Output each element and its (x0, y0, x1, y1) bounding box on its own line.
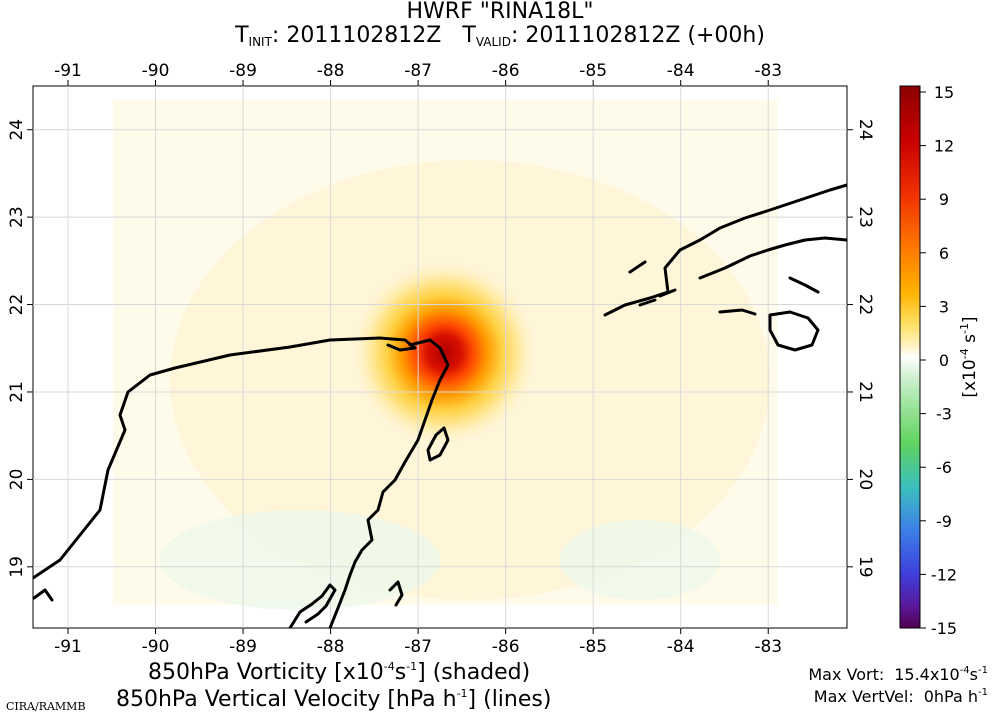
colorbar-tick-label: -9 (936, 512, 952, 531)
lon-label-bottom: -86 (492, 637, 520, 657)
colorbar (899, 85, 921, 629)
footer-vertvel-label: 850hPa Vertical Velocity [hPa h-1] (line… (116, 687, 551, 712)
lon-label-bottom: -84 (667, 637, 695, 657)
lat-label-left: 24 (7, 119, 27, 141)
footer-line2-exp: -1 (456, 687, 468, 700)
chart-subtitle: TINIT: 2011102812Z TVALID: 2011102812Z (… (235, 23, 765, 50)
footer-line2-c: ] (lines) (467, 687, 552, 712)
chart-title: HWRF "RINA18L" (406, 0, 594, 24)
colorbar-tick-label: 9 (939, 190, 949, 209)
credit-label: CIRA/RAMMB (6, 700, 86, 713)
max-vort-label: Max Vort: (808, 665, 885, 684)
t-valid-label: T (462, 23, 476, 48)
lon-label-bottom: -91 (54, 637, 82, 657)
max-vertvel-value: 0hPa h (923, 687, 979, 706)
small-islands (33, 580, 404, 607)
footer-vorticity-label: 850hPa Vorticity [x10-4s-1] (shaded) (148, 660, 530, 685)
colorbar-units: [x10-4 s-1] (958, 316, 980, 397)
lon-label-top: -88 (317, 61, 345, 81)
max-vort-exp2: -1 (978, 665, 988, 676)
colorbar-tick-label: 0 (939, 351, 949, 370)
coastline (33, 183, 847, 628)
lat-label-left: 22 (7, 294, 27, 316)
max-vort-row: Max Vort: 15.4x10-4s-1 (808, 662, 988, 684)
cuba-coastline (603, 183, 847, 352)
lat-label-left: 20 (7, 469, 27, 491)
grid-lines (33, 86, 847, 628)
t-init-label: T (235, 23, 249, 48)
lon-label-top: -91 (54, 61, 82, 81)
max-vort-unit: s (969, 665, 979, 684)
lon-label-top: -87 (404, 61, 432, 81)
colorbar-units-prefix: [x10 (960, 359, 980, 397)
lon-label-top: -85 (579, 61, 607, 81)
colorbar-units-exp2: -1 (958, 323, 971, 334)
yucatan-coastline (33, 336, 450, 628)
colorbar-ticks: 15 12 9 6 3 0 -3 -6 -9 -12 -15 (920, 83, 957, 638)
colorbar-tick-label: -15 (931, 619, 957, 638)
max-vertvel-label: Max VertVel: (813, 687, 914, 706)
max-vort-value: 15.4x10 (894, 665, 960, 684)
lon-label-bottom: -89 (229, 637, 257, 657)
t-init-value: 2011102812Z (286, 23, 442, 48)
lon-label-top: -83 (754, 61, 782, 81)
lon-label-top: -86 (492, 61, 520, 81)
lon-label-bottom: -90 (142, 637, 170, 657)
colorbar-tick-label: 15 (934, 83, 954, 102)
lat-label-right: 20 (855, 469, 875, 491)
colorbar-units-mid: s (960, 334, 980, 348)
negative-shade-right (560, 520, 720, 600)
lat-label-right: 24 (855, 119, 875, 141)
lon-label-bottom: -87 (404, 637, 432, 657)
lat-label-right: 19 (855, 556, 875, 578)
max-vertvel-row: Max VertVel: 0hPa h-1 (808, 684, 988, 706)
colorbar-units-exp: -4 (958, 348, 971, 359)
lon-label-bottom: -85 (579, 637, 607, 657)
lat-label-right: 22 (855, 294, 875, 316)
colorbar-tick-label: 6 (939, 244, 949, 263)
t-valid-value: 2011102812Z (+00h) (525, 23, 765, 48)
lon-label-top: -89 (229, 61, 257, 81)
colorbar-tick-label: -3 (936, 405, 952, 424)
footer-line1-a: 850hPa Vorticity [x10 (148, 660, 384, 685)
max-vort-exp: -4 (959, 665, 970, 676)
axis-ticks: -91 -91 -90 -90 -89 -89 -88 -88 -87 -87 -86 -86 -85 -… (7, 61, 875, 657)
lon-label-bottom: -83 (754, 637, 782, 657)
footer-line1-exp2: -1 (406, 660, 418, 673)
colorbar-units-suffix: ] (960, 316, 980, 323)
lat-label-left: 21 (7, 381, 27, 403)
colorbar-tick-label: 12 (934, 137, 954, 156)
colorbar-tick-label: 3 (939, 297, 949, 316)
lon-label-bottom: -88 (317, 637, 345, 657)
lon-label-top: -84 (667, 61, 695, 81)
footer-line1-b: s (394, 660, 407, 685)
t-valid-sub: VALID (475, 35, 511, 49)
colorbar-tick-label: -6 (936, 458, 952, 477)
footer-line1-exp: -4 (383, 660, 395, 673)
colorbar-tick-label: -12 (931, 565, 957, 584)
vorticity-field (33, 86, 847, 628)
negative-shade-left (160, 510, 440, 610)
lat-label-right: 21 (855, 381, 875, 403)
t-init-sub: INIT (248, 35, 272, 49)
bay-coast (288, 583, 337, 628)
lon-label-top: -90 (142, 61, 170, 81)
max-vertvel-exp: -1 (978, 687, 988, 698)
lat-label-left: 23 (7, 206, 27, 228)
vortex-maximum (349, 257, 540, 448)
max-stats: Max Vort: 15.4x10-4s-1 Max VertVel: 0hPa h… (808, 662, 988, 706)
footer-line2-a: 850hPa Vertical Velocity [hPa h (116, 687, 457, 712)
footer-line1-c: ] (shaded) (417, 660, 531, 685)
cozumel-island (426, 426, 450, 462)
lat-label-left: 19 (7, 556, 27, 578)
lat-label-right: 23 (855, 206, 875, 228)
